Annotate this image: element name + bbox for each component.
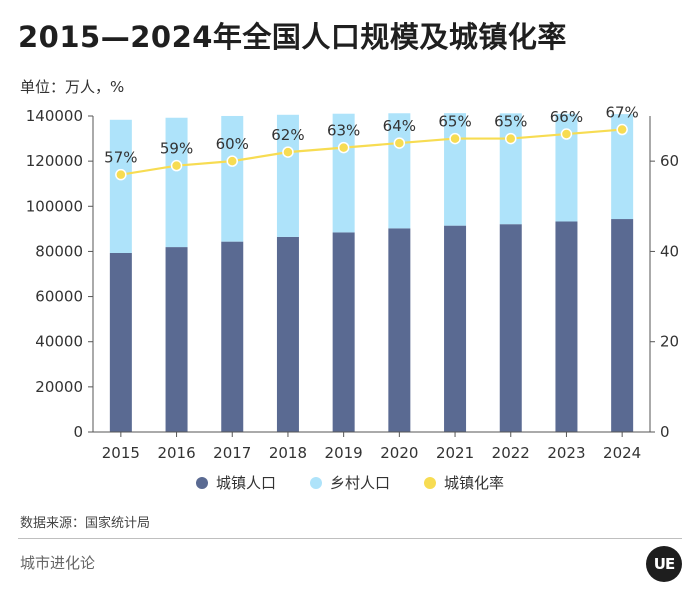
bar-rural-2023 bbox=[555, 113, 578, 222]
bar-urban-2021 bbox=[444, 225, 467, 432]
rate-point-2017 bbox=[226, 155, 238, 167]
y-right-tick-label: 20 bbox=[660, 333, 679, 351]
rate-point-2015 bbox=[115, 168, 127, 181]
rate-point-2021 bbox=[449, 132, 461, 145]
unit-label: 单位：万人，% bbox=[20, 78, 125, 96]
legend-swatch-rural bbox=[309, 476, 322, 489]
bar-urban-2016 bbox=[165, 247, 188, 432]
rate-point-2024 bbox=[616, 123, 628, 136]
y-left-tick-label: 60000 bbox=[35, 288, 83, 306]
rate-point-2020 bbox=[393, 137, 406, 149]
legend-swatch-rate bbox=[424, 476, 436, 489]
bar-urban-2024 bbox=[611, 219, 634, 432]
bar-urban-2020 bbox=[388, 228, 411, 432]
x-tick-label: 2024 bbox=[603, 444, 641, 462]
bar-urban-2018 bbox=[276, 236, 299, 432]
rate-point-2019 bbox=[337, 141, 350, 154]
rate-label-2017: 60% bbox=[216, 135, 249, 153]
legend-label-rate: 城镇化率 bbox=[444, 474, 505, 492]
y-right-tick-label: 60 bbox=[660, 152, 679, 170]
x-tick-label: 2019 bbox=[325, 444, 363, 462]
bar-rural-2021 bbox=[444, 113, 467, 226]
legend-item-urban: 城镇人口 bbox=[195, 472, 276, 493]
bar-rural-2015 bbox=[109, 119, 132, 254]
brand-logo: UE bbox=[646, 546, 682, 582]
rate-label-2022: 65% bbox=[494, 113, 527, 131]
x-tick-label: 2015 bbox=[102, 444, 140, 462]
rate-label-2024: 67% bbox=[605, 104, 638, 122]
y-left-tick-label: 0 bbox=[73, 423, 83, 441]
y-left-tick-label: 20000 bbox=[35, 378, 83, 396]
brand-name: 城市进化论 bbox=[20, 554, 96, 572]
bar-urban-2019 bbox=[332, 232, 355, 432]
bar-rural-2024 bbox=[611, 114, 634, 220]
x-tick-label: 2023 bbox=[547, 444, 585, 462]
rate-label-2015: 57% bbox=[104, 149, 137, 167]
chart-title: 2015—2024年全国人口规模及城镇化率 bbox=[18, 20, 567, 54]
rate-point-2016 bbox=[170, 159, 183, 172]
rate-point-2022 bbox=[505, 132, 517, 145]
x-tick-label: 2021 bbox=[436, 444, 474, 462]
rate-label-2020: 64% bbox=[383, 117, 416, 135]
y-left-tick-label: 40000 bbox=[35, 333, 83, 351]
x-tick-label: 2022 bbox=[492, 444, 530, 462]
chart-legend: 城镇人口 乡村人口 城镇化率 bbox=[0, 472, 700, 493]
bar-rural-2022 bbox=[499, 113, 522, 225]
rate-label-2016: 59% bbox=[160, 140, 193, 158]
x-tick-label: 2017 bbox=[213, 444, 251, 462]
legend-swatch-urban bbox=[195, 476, 208, 489]
x-tick-label: 2020 bbox=[380, 444, 418, 462]
y-left-tick-label: 120000 bbox=[26, 152, 83, 170]
rate-label-2021: 65% bbox=[438, 113, 471, 131]
x-tick-label: 2018 bbox=[269, 444, 307, 462]
y-left-tick-label: 100000 bbox=[26, 197, 83, 215]
y-right-tick-label: 0 bbox=[660, 423, 670, 441]
bar-rural-2016 bbox=[165, 117, 188, 248]
y-left-tick-label: 80000 bbox=[35, 242, 83, 260]
data-source: 数据来源：国家统计局 bbox=[20, 516, 151, 531]
bar-rural-2019 bbox=[332, 113, 355, 233]
rate-label-2018: 62% bbox=[271, 126, 304, 144]
legend-item-rural: 乡村人口 bbox=[309, 472, 390, 493]
rate-point-2023 bbox=[560, 128, 573, 140]
population-chart: 0 20000 40000 60000 80000 100000 120000 140000 0… bbox=[26, 104, 679, 462]
bar-urban-2022 bbox=[499, 224, 522, 432]
rate-line bbox=[120, 128, 623, 176]
bar-urban-2017 bbox=[221, 241, 244, 432]
bar-urban-2015 bbox=[109, 253, 132, 432]
legend-label-rural: 乡村人口 bbox=[329, 474, 390, 492]
rate-point-2018 bbox=[282, 146, 294, 158]
y-left-tick-label: 140000 bbox=[26, 107, 83, 125]
x-tick-label: 2016 bbox=[157, 444, 195, 462]
bar-rural-2018 bbox=[276, 114, 299, 237]
y-right-tick-label: 40 bbox=[660, 242, 679, 260]
bar-rural-2017 bbox=[221, 115, 244, 242]
rate-label-2019: 63% bbox=[327, 122, 360, 140]
rate-label-2023: 66% bbox=[550, 108, 583, 126]
legend-label-urban: 城镇人口 bbox=[215, 474, 276, 492]
bar-urban-2023 bbox=[555, 221, 578, 432]
footer-divider bbox=[18, 538, 682, 539]
legend-item-rate: 城镇化率 bbox=[424, 472, 504, 493]
